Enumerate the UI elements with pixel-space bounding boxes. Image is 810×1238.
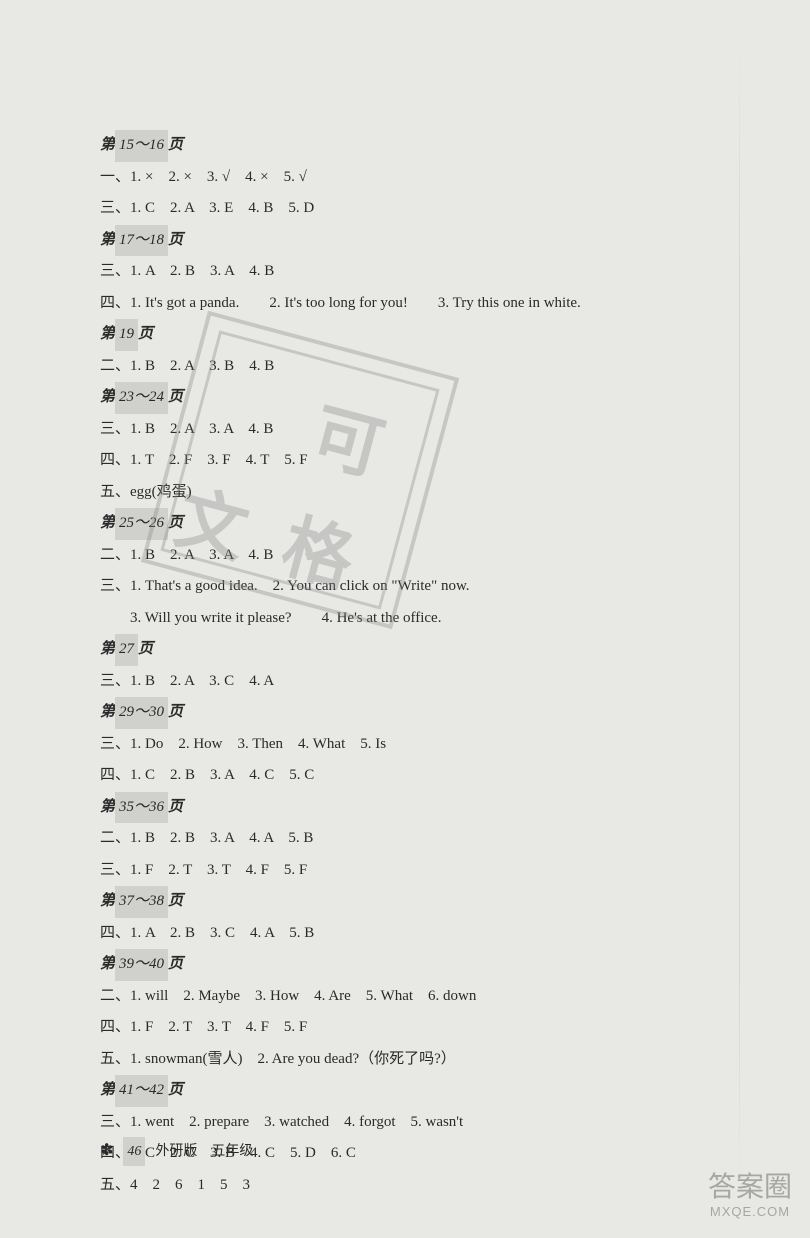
page-footer: ✽ 46 外研版 五年级 bbox=[100, 1134, 253, 1168]
section-header-5: 第25～26页 bbox=[100, 508, 710, 540]
header-prefix: 第 bbox=[100, 1082, 115, 1098]
answer-line: 三、1. went 2. prepare 3. watched 4. forgo… bbox=[100, 1107, 710, 1139]
answer-line: 五、egg(鸡蛋) bbox=[100, 477, 710, 509]
footer-page-number: 46 bbox=[123, 1137, 145, 1166]
page-range: 17～18 bbox=[115, 225, 168, 257]
footer-text: 外研版 五年级 bbox=[155, 1137, 253, 1166]
header-prefix: 第 bbox=[100, 641, 115, 657]
answer-line: 五、1. snowman(雪人) 2. Are you dead?（你死了吗?） bbox=[100, 1044, 710, 1076]
answer-line: 四、1. C 2. B 3. A 4. C 5. C bbox=[100, 760, 710, 792]
section-header-6: 第27页 bbox=[100, 634, 710, 666]
answer-line: 三、1. C 2. A 3. E 4. B 5. D bbox=[100, 193, 710, 225]
header-suffix: 页 bbox=[168, 389, 183, 405]
bottom-watermark: 答案圈 MXQE.COM bbox=[708, 1171, 792, 1220]
header-suffix: 页 bbox=[168, 704, 183, 720]
section-header-9: 第37～38页 bbox=[100, 886, 710, 918]
section-header-11: 第41～42页 bbox=[100, 1075, 710, 1107]
answer-line: 三、1. B 2. A 3. C 4. A bbox=[100, 666, 710, 698]
header-prefix: 第 bbox=[100, 389, 115, 405]
answer-line: 二、1. B 2. A 3. B 4. B bbox=[100, 351, 710, 383]
answer-line: 二、1. B 2. A 3. A 4. B bbox=[100, 540, 710, 572]
answer-line: 一、1. × 2. × 3. √ 4. × 5. √ bbox=[100, 162, 710, 194]
section-header-2: 第17～18页 bbox=[100, 225, 710, 257]
answer-line: 四、1. F 2. T 3. T 4. F 5. F bbox=[100, 1012, 710, 1044]
header-suffix: 页 bbox=[168, 893, 183, 909]
footer-icon: ✽ bbox=[100, 1134, 113, 1168]
page-range: 39～40 bbox=[115, 949, 168, 981]
section-header-3: 第19页 bbox=[100, 319, 710, 351]
header-prefix: 第 bbox=[100, 232, 115, 248]
answer-line: 3. Will you write it please? 4. He's at … bbox=[100, 603, 710, 635]
header-suffix: 页 bbox=[138, 326, 153, 342]
answer-line: 四、1. It's got a panda. 2. It's too long … bbox=[100, 288, 710, 320]
header-suffix: 页 bbox=[168, 1082, 183, 1098]
answer-line: 三、1. That's a good idea. 2. You can clic… bbox=[100, 571, 710, 603]
page-range: 41～42 bbox=[115, 1075, 168, 1107]
answer-line: 四、1. A 2. B 3. C 4. A 5. B bbox=[100, 918, 710, 950]
header-prefix: 第 bbox=[100, 956, 115, 972]
section-header-7: 第29～30页 bbox=[100, 697, 710, 729]
section-header-10: 第39～40页 bbox=[100, 949, 710, 981]
header-suffix: 页 bbox=[168, 799, 183, 815]
answer-line: 三、1. Do 2. How 3. Then 4. What 5. Is bbox=[100, 729, 710, 761]
header-suffix: 页 bbox=[168, 956, 183, 972]
page-range: 23～24 bbox=[115, 382, 168, 414]
header-suffix: 页 bbox=[168, 137, 183, 153]
header-suffix: 页 bbox=[168, 232, 183, 248]
section-header-1: 第15～16页 bbox=[100, 130, 710, 162]
header-suffix: 页 bbox=[168, 515, 183, 531]
section-header-8: 第35～36页 bbox=[100, 792, 710, 824]
section-header-4: 第23～24页 bbox=[100, 382, 710, 414]
bottom-watermark-url: MXQE.COM bbox=[708, 1204, 792, 1220]
page-range: 37～38 bbox=[115, 886, 168, 918]
answer-line: 三、1. F 2. T 3. T 4. F 5. F bbox=[100, 855, 710, 887]
page-range: 25～26 bbox=[115, 508, 168, 540]
answer-line: 四、1. T 2. F 3. F 4. T 5. F bbox=[100, 445, 710, 477]
header-prefix: 第 bbox=[100, 704, 115, 720]
answer-line: 三、1. A 2. B 3. A 4. B bbox=[100, 256, 710, 288]
answer-line: 五、4 2 6 1 5 3 bbox=[100, 1170, 710, 1202]
page-border-right bbox=[739, 40, 740, 1198]
answer-line: 二、1. B 2. B 3. A 4. A 5. B bbox=[100, 823, 710, 855]
header-prefix: 第 bbox=[100, 326, 115, 342]
page-range: 29～30 bbox=[115, 697, 168, 729]
page-range: 35～36 bbox=[115, 792, 168, 824]
answer-line: 二、1. will 2. Maybe 3. How 4. Are 5. What… bbox=[100, 981, 710, 1013]
bottom-watermark-text: 答案圈 bbox=[708, 1171, 792, 1205]
header-prefix: 第 bbox=[100, 137, 115, 153]
page-range: 15～16 bbox=[115, 130, 168, 162]
header-prefix: 第 bbox=[100, 515, 115, 531]
answer-line: 三、1. B 2. A 3. A 4. B bbox=[100, 414, 710, 446]
answer-content: 第15～16页 一、1. × 2. × 3. √ 4. × 5. √ 三、1. … bbox=[100, 130, 710, 1201]
header-suffix: 页 bbox=[138, 641, 153, 657]
page-range: 27 bbox=[115, 634, 138, 666]
header-prefix: 第 bbox=[100, 893, 115, 909]
page-range: 19 bbox=[115, 319, 138, 351]
header-prefix: 第 bbox=[100, 799, 115, 815]
